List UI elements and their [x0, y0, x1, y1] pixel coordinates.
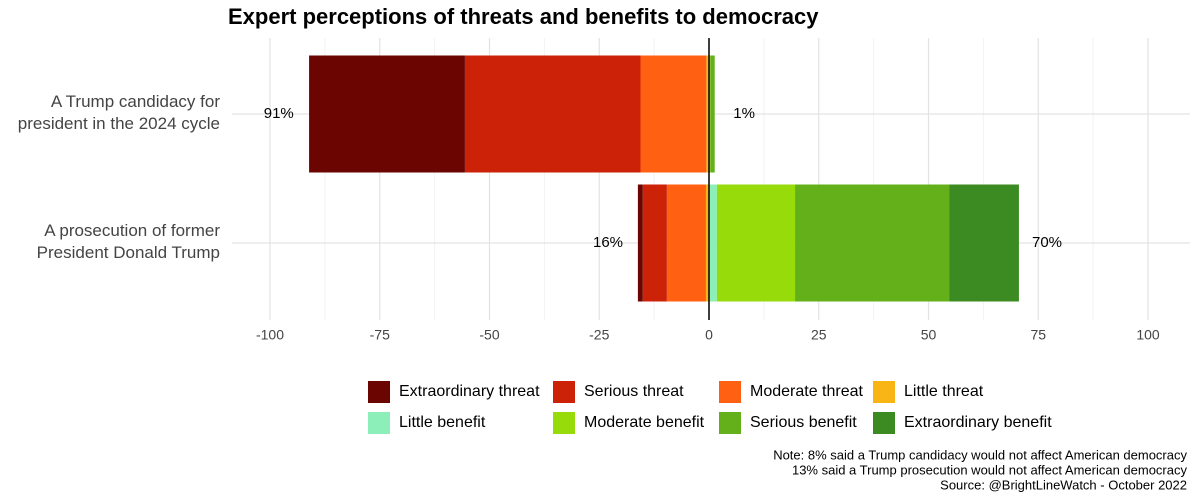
bar-segment [709, 184, 717, 302]
x-tick-label: 50 [921, 327, 937, 343]
bar-segment [666, 184, 706, 302]
total-label: 91% [264, 105, 294, 122]
legend-label: Serious benefit [750, 414, 857, 431]
x-tick-label: -25 [589, 327, 609, 343]
legend-swatch [368, 381, 390, 403]
legend-swatch [553, 412, 575, 434]
bar-segment [706, 55, 709, 173]
legend-label: Little threat [904, 383, 984, 400]
legend-swatch [873, 412, 895, 434]
total-label: 70% [1032, 234, 1062, 251]
bar-segment [795, 184, 950, 302]
x-tick-label: -50 [479, 327, 499, 343]
bar-segment [710, 55, 715, 173]
total-label: 16% [593, 234, 623, 251]
legend-label: Moderate threat [750, 383, 864, 400]
x-tick-label: 0 [705, 327, 713, 343]
category-label-line: A prosecution of former [44, 221, 220, 240]
x-tick-label: 100 [1136, 327, 1160, 343]
legend-label: Extraordinary benefit [904, 414, 1052, 431]
note: Note: 8% said a Trump candidacy would no… [773, 447, 1187, 462]
category-label-line: President Donald Trump [37, 243, 220, 262]
note: 13% said a Trump prosecution would not a… [792, 462, 1188, 477]
category-label-line: president in the 2024 cycle [18, 114, 220, 133]
legend-label: Serious threat [584, 383, 684, 400]
bar-segment [309, 55, 465, 173]
category-label: A Trump candidacy for president in the 20… [18, 92, 221, 133]
bar-segment [640, 55, 707, 173]
bar-segment [716, 184, 796, 302]
legend-swatch [719, 381, 741, 403]
legend-swatch [719, 412, 741, 434]
x-tick-label: -75 [370, 327, 390, 343]
legend-swatch [873, 381, 895, 403]
legend-label: Little benefit [399, 414, 486, 431]
category-label-line: A Trump candidacy for [51, 92, 220, 111]
legend-swatch [368, 412, 390, 434]
x-tick-label: -100 [256, 327, 284, 343]
legend-label: Extraordinary threat [399, 383, 540, 400]
bar-segment [642, 184, 667, 302]
legend-swatch [553, 381, 575, 403]
note: Source: @BrightLineWatch - October 2022 [940, 477, 1187, 492]
bar-segment [949, 184, 1019, 302]
total-label: 1% [733, 105, 755, 122]
category-label: A prosecution of former President Donald … [37, 221, 221, 262]
bar-segment [705, 184, 709, 302]
x-tick-label: 25 [811, 327, 827, 343]
bar-segment [464, 55, 641, 173]
chart-title: Expert perceptions of threats and benefi… [228, 4, 819, 29]
legend-label: Moderate benefit [584, 414, 705, 431]
x-tick-label: 75 [1030, 327, 1046, 343]
bar-segment [637, 184, 643, 302]
